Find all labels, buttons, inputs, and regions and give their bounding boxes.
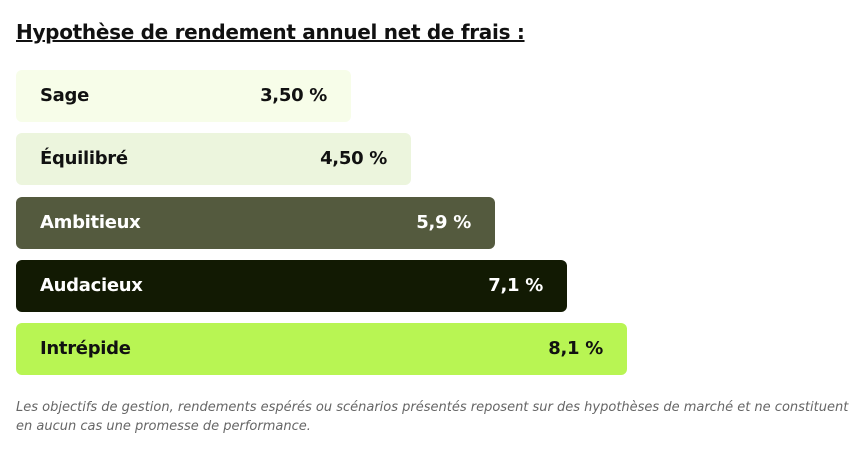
bar — [16, 259, 567, 312]
value-label: 4,50 % — [320, 148, 387, 170]
category-label: Sage — [40, 85, 90, 106]
bar — [16, 323, 627, 376]
bar — [16, 133, 411, 186]
footnote: Les objectifs de gestion, rendements esp… — [16, 400, 849, 434]
value-label: 5,9 % — [416, 211, 471, 233]
value-label: 3,50 % — [260, 85, 327, 106]
category-label: Ambitieux — [40, 211, 141, 233]
category-label: Audacieux — [40, 274, 143, 296]
bar — [16, 196, 495, 249]
bar — [16, 70, 351, 122]
chart-title: Hypothèse de rendement annuel net de fra… — [16, 20, 525, 44]
value-label: 7,1 % — [488, 274, 543, 296]
value-label: 8,1 % — [548, 338, 603, 360]
category-label: Intrépide — [40, 338, 131, 360]
category-label: Équilibré — [40, 148, 128, 170]
